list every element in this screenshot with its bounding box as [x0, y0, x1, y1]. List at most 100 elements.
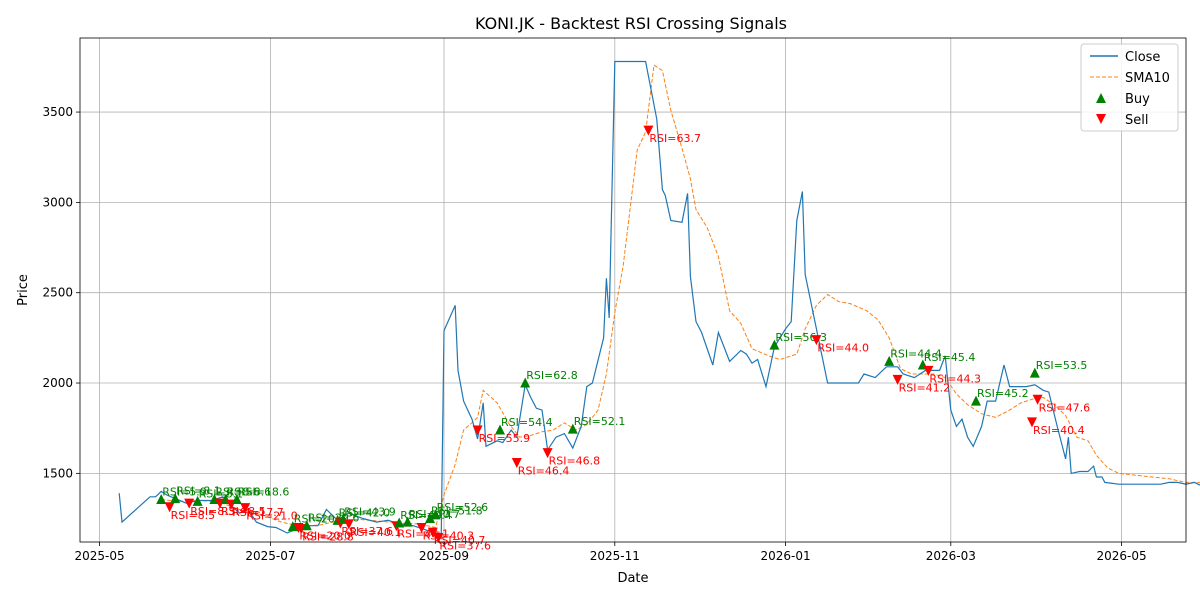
x-axis: 2025-05 2025-07 2025-09 2025-11 2026-01 2026-…: [75, 542, 1147, 563]
sell-rsi-label: RSI=46.8: [549, 455, 601, 468]
y-tick-label: 3500: [42, 105, 73, 119]
sell-rsi-label: RSI=63.7: [649, 132, 701, 145]
buy-marker: [287, 521, 298, 532]
sell-rsi-label: RSI=8.5: [221, 505, 266, 518]
buy-marker: [402, 516, 413, 527]
legend-sell-label: Sell: [1125, 113, 1148, 128]
buy-marker: [520, 377, 531, 388]
buy-marker: [430, 509, 441, 520]
buy-marker: [1029, 367, 1040, 378]
sma10-series: [161, 64, 1200, 529]
legend-buy-label: Buy: [1125, 92, 1150, 107]
buy-rsi-label: RSI=8.1: [176, 485, 221, 498]
buy-marker: [394, 517, 405, 528]
buy-rsi-label: RSI=43.9: [344, 505, 396, 518]
sell-rsi-label: RSI=44.0: [817, 342, 869, 355]
x-tick-label: 2025-07: [245, 549, 295, 563]
sell-marker: [427, 527, 438, 538]
sell-rsi-label: RSI=21.0: [246, 510, 298, 523]
plot-frame: [79, 37, 1187, 543]
buy-rsi-label: RSI=52.1: [574, 415, 626, 428]
y-tick-label: 2000: [42, 376, 73, 390]
y-tick-label: 2500: [42, 286, 73, 300]
sma10-line: [161, 64, 1200, 529]
y-tick-label: 1500: [42, 466, 73, 480]
sell-marker: [511, 458, 522, 469]
sell-marker: [416, 523, 427, 534]
x-tick-label: 2026-03: [926, 549, 976, 563]
buy-marker: [301, 520, 312, 531]
sell-rsi-label: RSI=46.4: [518, 465, 570, 478]
sell-marker: [811, 335, 822, 346]
buy-marker: [156, 494, 167, 505]
grid: [80, 38, 1186, 542]
signals: RSI=5.9RSI=8.5RSI=8.1RSI=8.3RSI=8.1RSI=8…: [156, 125, 1091, 552]
legend-sell-marker: [1096, 114, 1106, 124]
buy-marker: [192, 495, 203, 506]
buy-marker: [769, 339, 780, 350]
x-tick-label: 2025-09: [419, 549, 469, 563]
sell-rsi-label: RSI=37.6: [341, 525, 393, 538]
buy-rsi-label: RSI=52.6: [437, 501, 489, 514]
sell-rsi-label: RSI=8.5: [171, 509, 216, 522]
sell-rsi-label: RSI=37.6: [439, 539, 491, 552]
x-tick-label: 2025-11: [590, 549, 640, 563]
x-tick-label: 2026-05: [1097, 549, 1147, 563]
sell-marker: [433, 532, 444, 543]
sell-rsi-label: RSI=41.2: [899, 381, 951, 394]
buy-rsi-label: RSI=45.4: [924, 351, 976, 364]
buy-rsi-label: RSI=44.4: [890, 347, 942, 360]
sell-marker: [472, 425, 483, 436]
buy-rsi-label: RSI=54.4: [501, 416, 553, 429]
sell-rsi-label: RSI=40.3: [423, 530, 475, 543]
buy-rsi-label: RSI=62.8: [526, 369, 578, 382]
sell-rsi-label: RSI=28.8: [302, 530, 354, 543]
sell-rsi-label: RSI=47.6: [1039, 401, 1091, 414]
sell-marker: [240, 503, 251, 514]
x-tick-label: 2026-01: [761, 549, 811, 563]
buy-rsi-label: RSI=53.5: [1036, 359, 1088, 372]
buy-rsi-label: RSI=51.8: [431, 505, 483, 518]
sell-rsi-label: RSI=40.4: [1033, 424, 1085, 437]
legend-close-label: Close: [1125, 50, 1160, 65]
buy-rsi-label: RSI=8.1: [199, 487, 244, 500]
legend: Close SMA10 Buy Sell: [1080, 43, 1179, 132]
y-axis-label: Price: [16, 274, 31, 306]
sell-marker: [1027, 417, 1037, 428]
sell-rsi-label: RSI=20.0: [299, 530, 351, 543]
sell-rsi-label: RSI=44.3: [929, 372, 981, 385]
legend-sma10-label: SMA10: [1125, 71, 1170, 86]
x-axis-label: Date: [617, 571, 648, 586]
buy-rsi-label: RSI=8.6: [227, 486, 272, 499]
buy-marker: [884, 355, 895, 366]
y-tick-label: 3000: [42, 195, 73, 209]
buy-marker: [971, 395, 981, 406]
sell-marker: [184, 498, 195, 509]
sell-marker: [643, 125, 654, 136]
chart-title: KONI.JK - Backtest RSI Crossing Signals: [475, 14, 787, 33]
sell-marker: [892, 374, 903, 385]
sell-rsi-label: RSI=40.7: [434, 534, 486, 547]
legend-box: [1080, 43, 1179, 132]
sell-rsi-label: RSI=8.3: [190, 505, 235, 518]
sell-rsi-label: RSI=55.9: [479, 432, 531, 445]
buy-marker: [425, 513, 435, 524]
buy-marker: [567, 423, 578, 434]
sell-marker: [164, 502, 175, 513]
buy-marker: [495, 424, 505, 435]
x-tick-label: 2025-05: [75, 549, 125, 563]
sell-marker: [923, 365, 934, 376]
buy-marker: [231, 494, 242, 505]
buy-rsi-label: RSI=45.2: [977, 387, 1029, 400]
sell-rsi-label: RSI=40.1: [350, 526, 402, 539]
legend-buy-marker: [1096, 93, 1106, 103]
buy-marker: [170, 493, 181, 504]
sell-marker: [542, 448, 553, 459]
buy-rsi-label: RSI=5.9: [162, 486, 207, 499]
sell-marker: [343, 519, 354, 530]
sell-marker: [1032, 394, 1043, 405]
buy-rsi-label: RSI=42.0: [339, 506, 391, 519]
buy-rsi-label: RSI=56.3: [775, 331, 827, 344]
